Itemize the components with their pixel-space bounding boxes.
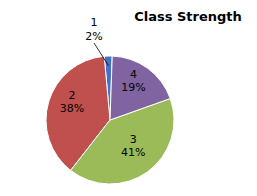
- leader-line: [94, 43, 108, 66]
- labels: [94, 43, 108, 66]
- slice-label: 4: [130, 68, 137, 81]
- pie: [46, 56, 174, 184]
- data-label: 38%: [60, 102, 84, 115]
- data-label: 2%: [85, 30, 102, 43]
- pie-slice: [110, 56, 170, 120]
- slice-label: 3: [130, 133, 137, 146]
- title: Class Strength: [134, 9, 242, 24]
- data-label: 19%: [121, 81, 145, 94]
- chart: Class Strength 2%1 38%2 41%3 19%4: [0, 0, 257, 196]
- slice-label: 2: [68, 89, 75, 102]
- data-label: 41%: [121, 146, 145, 159]
- slice-label: 1: [91, 16, 98, 29]
